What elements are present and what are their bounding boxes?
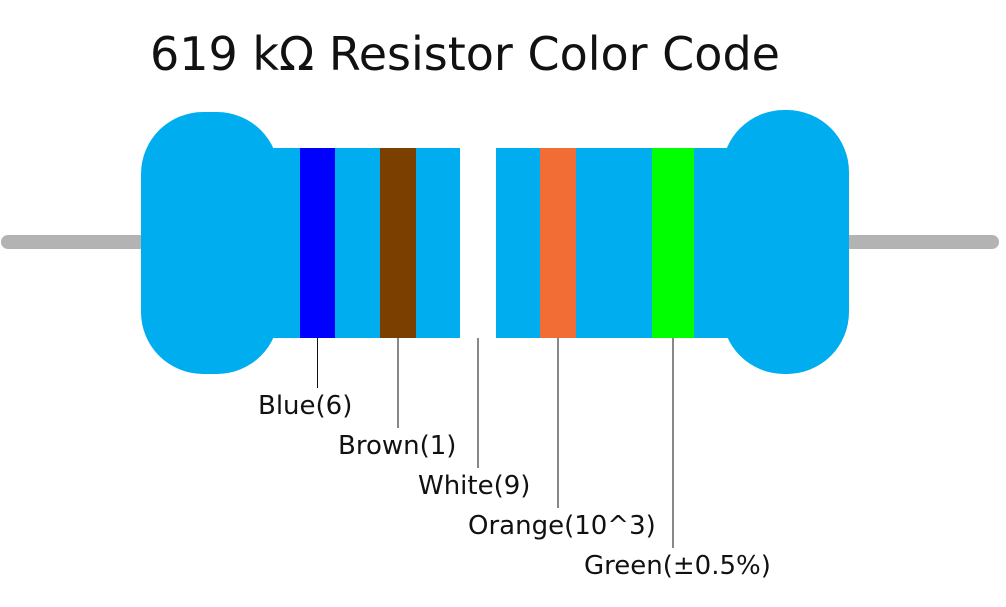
leader-lines xyxy=(317,338,674,548)
page-title: 619 kΩ Resistor Color Code xyxy=(150,27,780,81)
band-label-brown: Brown(1) xyxy=(338,431,456,461)
band-5-green xyxy=(652,148,694,338)
color-bands xyxy=(300,148,694,338)
resistor-left-cap xyxy=(141,112,279,374)
band-2-brown xyxy=(380,148,416,338)
band-1-blue xyxy=(300,148,335,338)
band-label-green: Green(±0.5%) xyxy=(584,551,771,581)
resistor-right-cap xyxy=(722,110,849,374)
band-label-white: White(9) xyxy=(418,471,530,501)
band-labels: Blue(6) Brown(1) White(9) Orange(10^3) Green… xyxy=(258,391,771,581)
band-4-orange xyxy=(540,148,576,338)
band-3-white xyxy=(460,148,496,338)
band-label-orange: Orange(10^3) xyxy=(468,511,656,541)
band-label-blue: Blue(6) xyxy=(258,391,352,421)
